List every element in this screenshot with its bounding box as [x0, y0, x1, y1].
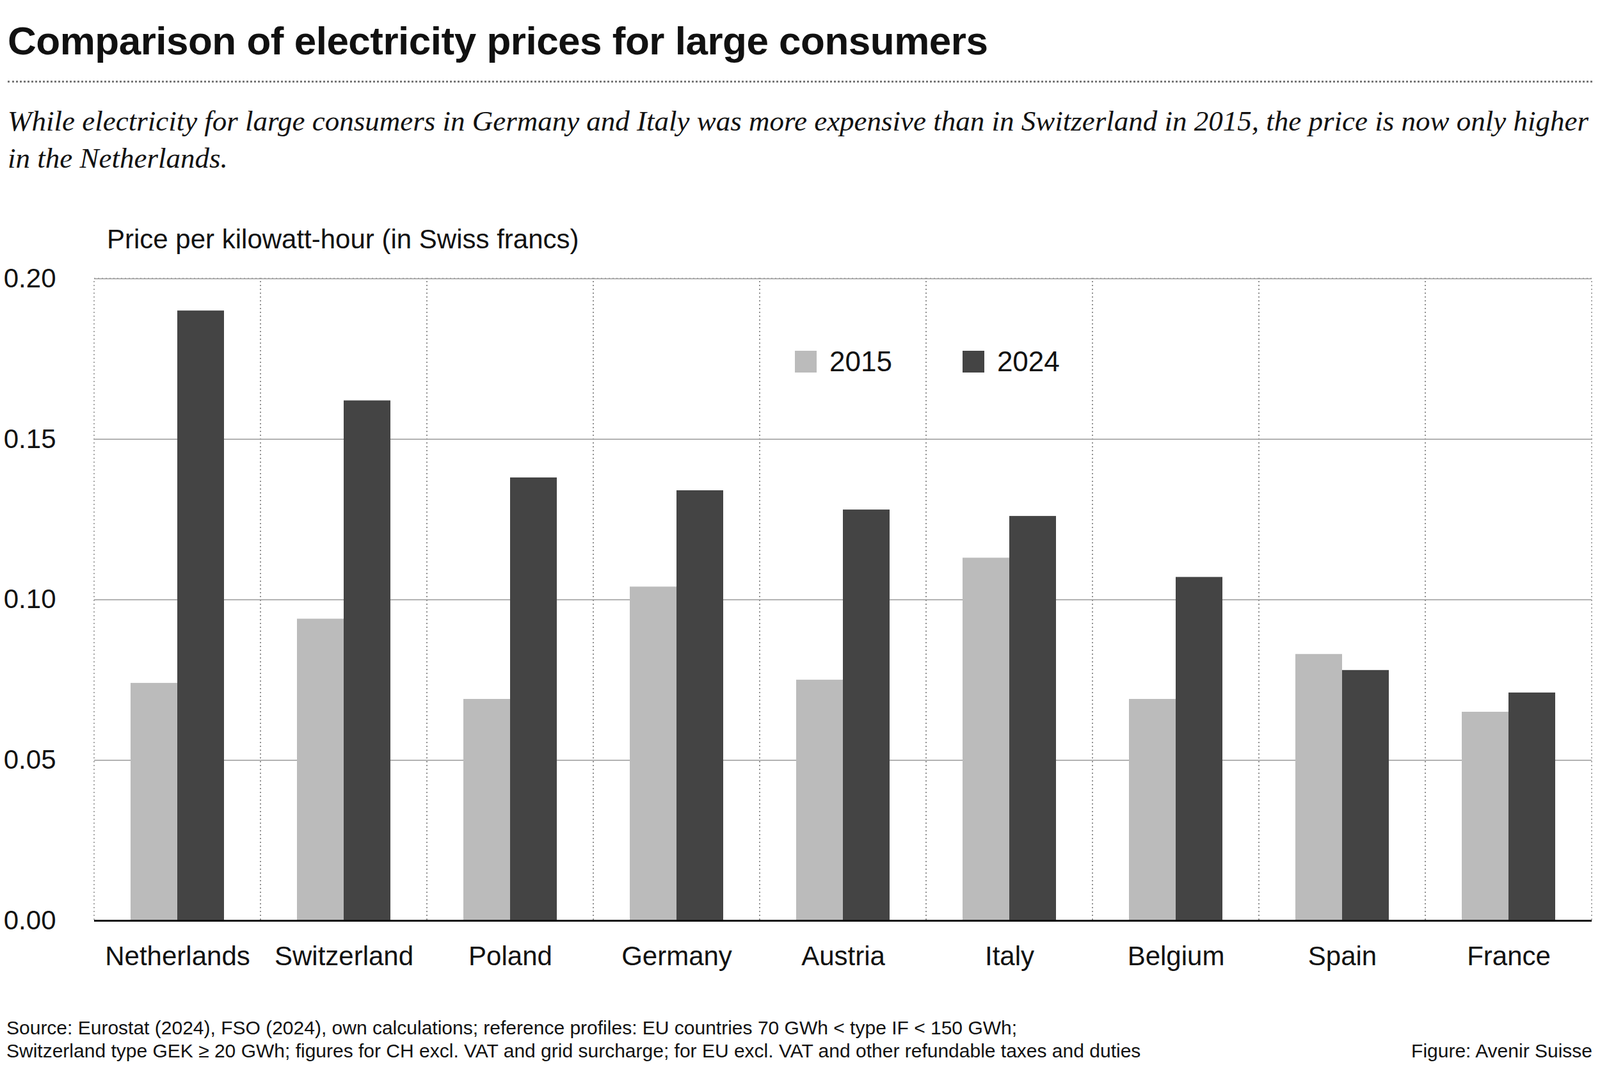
html-text:2015: 2015 — [829, 345, 893, 377]
svg-text:Poland: Poland — [468, 940, 553, 971]
html-text:2024: 2024 — [997, 345, 1060, 377]
svg-text:0.15: 0.15 — [3, 423, 57, 454]
svg-text:Italy: Italy — [984, 940, 1035, 971]
html-text:While electricity for large co: While electricity for large consumers in… — [7, 104, 1589, 175]
svg-text:0.05: 0.05 — [3, 744, 57, 775]
svg-text:France: France — [1466, 940, 1551, 971]
svg-text:Switzerland: Switzerland — [274, 940, 414, 971]
svg-text:0.00: 0.00 — [3, 904, 57, 936]
html-text:Source: Eurostat (2024), FSO (: Source: Eurostat (2024), FSO (2024), own… — [6, 1016, 1018, 1039]
svg-text:Germany: Germany — [621, 940, 733, 971]
svg-text:0.10: 0.10 — [3, 583, 57, 614]
html-text:Figure: Avenir Suisse: Figure: Avenir Suisse — [1411, 1040, 1593, 1062]
svg-text:Austria: Austria — [801, 940, 886, 971]
html-text:Switzerland type GEK ≥ 20 GWh;: Switzerland type GEK ≥ 20 GWh; figures f… — [6, 1040, 1141, 1062]
svg-text:Netherlands: Netherlands — [104, 940, 250, 971]
html-text:Price per kilowatt-hour (in Sw: Price per kilowatt-hour (in Swiss francs… — [106, 224, 579, 255]
svg-text:Belgium: Belgium — [1127, 940, 1225, 971]
svg-text:0.20: 0.20 — [3, 263, 57, 294]
svg-text:Spain: Spain — [1308, 940, 1377, 971]
html-text:Comparison of electricity pric: Comparison of electricity prices for lar… — [7, 18, 988, 63]
